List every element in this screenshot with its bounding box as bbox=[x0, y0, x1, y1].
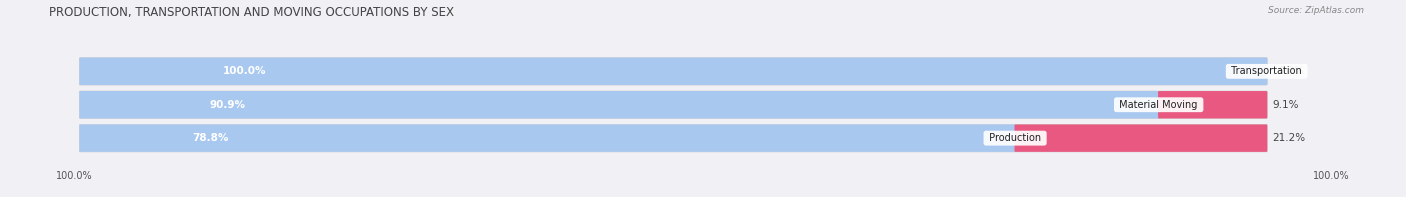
Text: 0.0%: 0.0% bbox=[1278, 66, 1305, 76]
Text: Material Moving: Material Moving bbox=[1116, 100, 1201, 110]
FancyBboxPatch shape bbox=[79, 58, 1267, 85]
Text: Production: Production bbox=[986, 133, 1045, 143]
FancyBboxPatch shape bbox=[79, 125, 1267, 152]
Text: 100.0%: 100.0% bbox=[56, 171, 93, 181]
Text: PRODUCTION, TRANSPORTATION AND MOVING OCCUPATIONS BY SEX: PRODUCTION, TRANSPORTATION AND MOVING OC… bbox=[49, 6, 454, 19]
FancyBboxPatch shape bbox=[79, 91, 1160, 118]
FancyBboxPatch shape bbox=[79, 125, 1015, 152]
Text: 78.8%: 78.8% bbox=[193, 133, 229, 143]
FancyBboxPatch shape bbox=[79, 58, 1267, 85]
Text: 100.0%: 100.0% bbox=[222, 66, 266, 76]
Text: 21.2%: 21.2% bbox=[1272, 133, 1306, 143]
Text: Transportation: Transportation bbox=[1229, 66, 1305, 76]
FancyBboxPatch shape bbox=[1159, 91, 1267, 118]
Text: Source: ZipAtlas.com: Source: ZipAtlas.com bbox=[1268, 6, 1364, 15]
FancyBboxPatch shape bbox=[79, 91, 1267, 118]
Text: 100.0%: 100.0% bbox=[1313, 171, 1350, 181]
Text: 90.9%: 90.9% bbox=[209, 100, 246, 110]
FancyBboxPatch shape bbox=[1015, 125, 1267, 152]
Text: 9.1%: 9.1% bbox=[1272, 100, 1299, 110]
